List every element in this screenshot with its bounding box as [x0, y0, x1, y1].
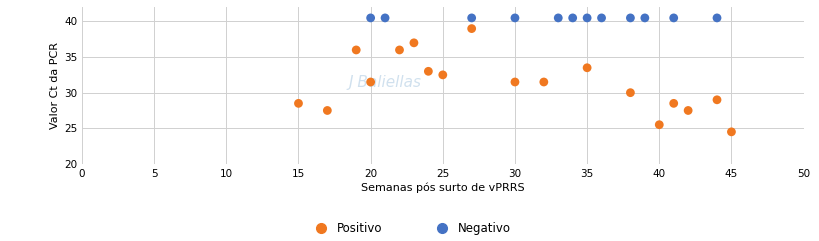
Point	[724, 130, 737, 134]
Point	[464, 27, 477, 31]
Point	[580, 16, 593, 20]
Point	[392, 48, 405, 52]
Point	[407, 41, 420, 45]
Point	[349, 48, 362, 52]
Point	[565, 16, 578, 20]
Point	[464, 16, 477, 20]
Point	[421, 69, 434, 73]
Point	[436, 73, 449, 77]
Point	[623, 16, 636, 20]
Y-axis label: Valor Ct da PCR: Valor Ct da PCR	[50, 42, 60, 129]
Point	[637, 16, 650, 20]
Point	[320, 108, 333, 112]
Point	[709, 16, 722, 20]
Point	[508, 80, 521, 84]
Legend: Positivo, Negativo: Positivo, Negativo	[304, 217, 515, 240]
Point	[364, 80, 377, 84]
Point	[623, 91, 636, 95]
Point	[652, 123, 665, 127]
Point	[681, 108, 694, 112]
Point	[364, 16, 377, 20]
Point	[292, 101, 305, 105]
Point	[551, 16, 564, 20]
Text: J Baliellas: J Baliellas	[348, 75, 421, 90]
Point	[508, 16, 521, 20]
Point	[580, 66, 593, 70]
X-axis label: Semanas pós surto de vPRRS: Semanas pós surto de vPRRS	[360, 183, 524, 194]
Point	[667, 101, 680, 105]
Point	[667, 16, 680, 20]
Point	[595, 16, 608, 20]
Point	[378, 16, 391, 20]
Point	[709, 98, 722, 102]
Point	[536, 80, 550, 84]
